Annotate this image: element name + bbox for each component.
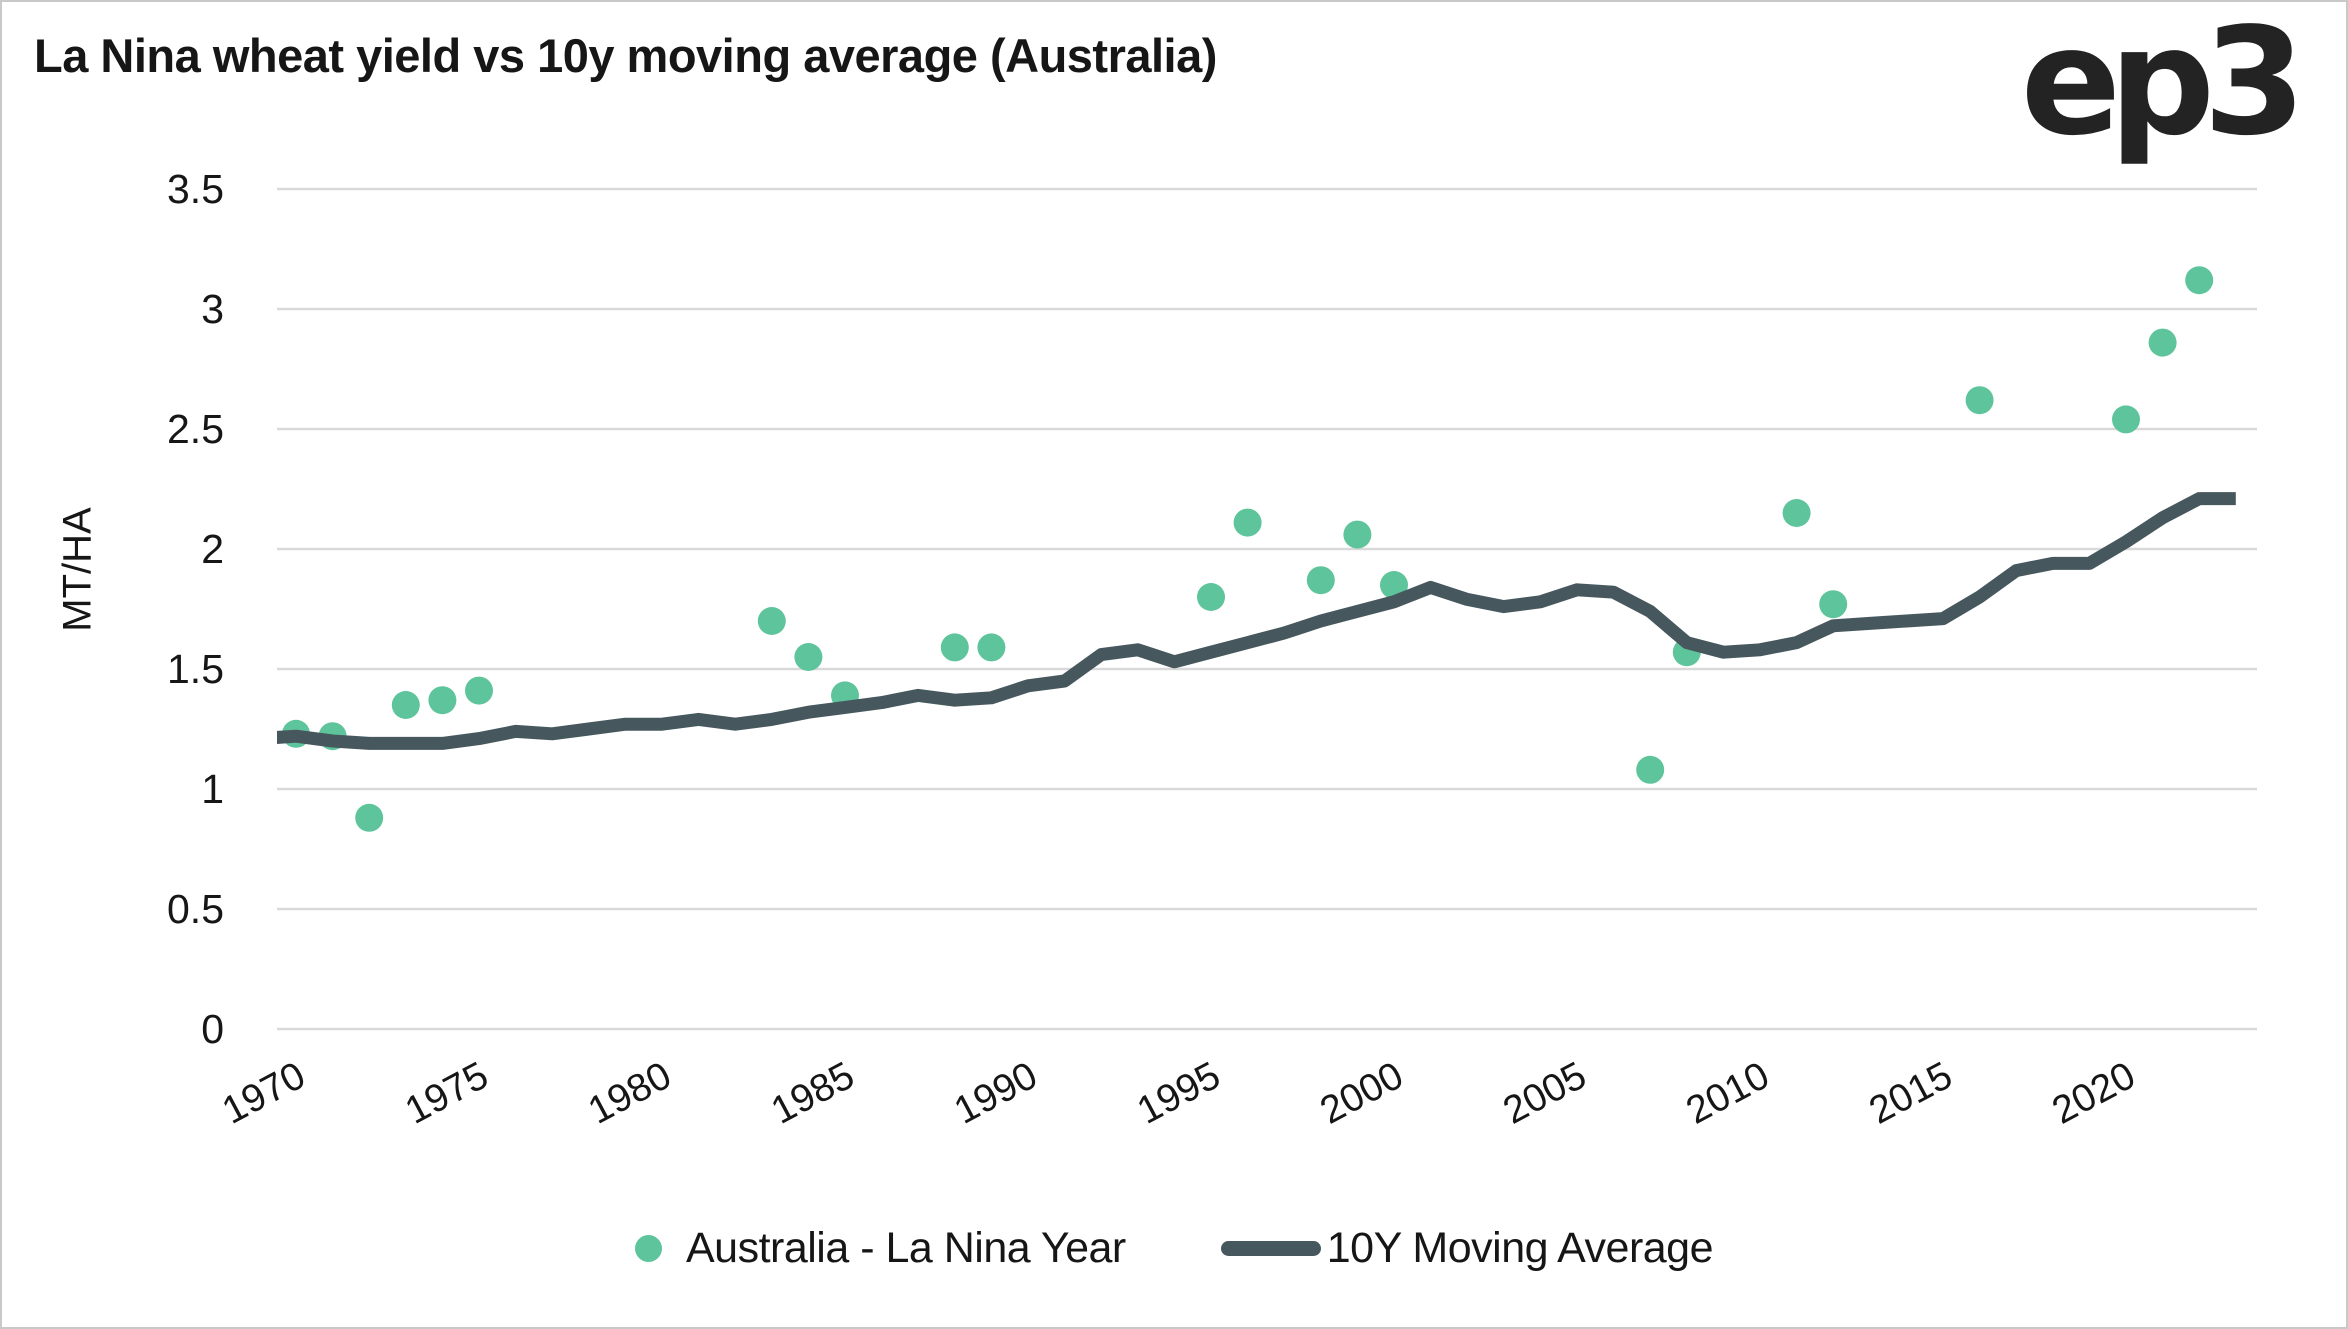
- y-tick-label: 3: [201, 286, 224, 332]
- scatter-point: [1782, 499, 1811, 527]
- scatter-point: [1306, 566, 1335, 595]
- scatter-point: [1233, 508, 1262, 537]
- y-tick-label: 3.5: [167, 166, 224, 212]
- moving-average-line: [277, 492, 2236, 750]
- scatter-point: [794, 643, 823, 671]
- line-series-icon: [1220, 1241, 1321, 1256]
- y-tick-label: 1.5: [167, 646, 224, 692]
- ep3-logo: ep3: [2020, 0, 2306, 168]
- scatter-point: [757, 607, 786, 635]
- scatter-point: [1636, 755, 1665, 784]
- legend-label-scatter: Australia - La Nina Year: [685, 1224, 1126, 1272]
- x-tick-label: 1980: [581, 1054, 678, 1133]
- page-title: La Nina wheat yield vs 10y moving averag…: [34, 29, 1217, 82]
- scatter-point: [2185, 266, 2214, 295]
- x-tick-label: 1990: [947, 1054, 1044, 1133]
- scatter-point: [1965, 386, 1994, 415]
- scatter-point: [391, 691, 420, 719]
- scatter-point: [2148, 328, 2177, 357]
- legend-item-line: 10Y Moving Average: [1220, 1224, 1714, 1273]
- scatter-point: [940, 633, 969, 662]
- x-tick-label: 2000: [1313, 1054, 1410, 1133]
- y-tick-label: 1: [201, 766, 224, 812]
- x-tick-label: 2005: [1496, 1054, 1593, 1133]
- scatter-point: [355, 803, 384, 832]
- scatter-point: [1197, 583, 1225, 611]
- y-tick-label: 2.5: [167, 406, 224, 452]
- chart-legend: Australia - La Nina Year 10Y Moving Aver…: [2, 1224, 2346, 1273]
- y-tick-label: 0.5: [167, 886, 224, 932]
- scatter-point: [2112, 405, 2140, 434]
- legend-label-line: 10Y Moving Average: [1326, 1224, 1714, 1272]
- y-tick-label: 2: [201, 526, 224, 572]
- scatter-point: [1380, 571, 1408, 599]
- scatter-point: [428, 686, 457, 715]
- x-tick-label: 2015: [1862, 1054, 1959, 1133]
- legend-item-scatter: Australia - La Nina Year: [634, 1224, 1126, 1273]
- x-tick-label: 1985: [764, 1054, 861, 1133]
- x-tick-label: 2010: [1679, 1054, 1776, 1133]
- scatter-point: [977, 633, 1006, 662]
- scatter-point: [1343, 520, 1372, 549]
- x-tick-label: 1970: [215, 1054, 312, 1133]
- x-tick-label: 1975: [398, 1054, 495, 1133]
- scatter-point: [465, 676, 493, 705]
- scatter-series-icon: [634, 1235, 662, 1262]
- x-tick-label: 2020: [2045, 1054, 2142, 1133]
- x-tick-label: 1995: [1130, 1054, 1227, 1133]
- scatter-point: [1819, 590, 1848, 619]
- y-tick-label: 0: [201, 1006, 224, 1052]
